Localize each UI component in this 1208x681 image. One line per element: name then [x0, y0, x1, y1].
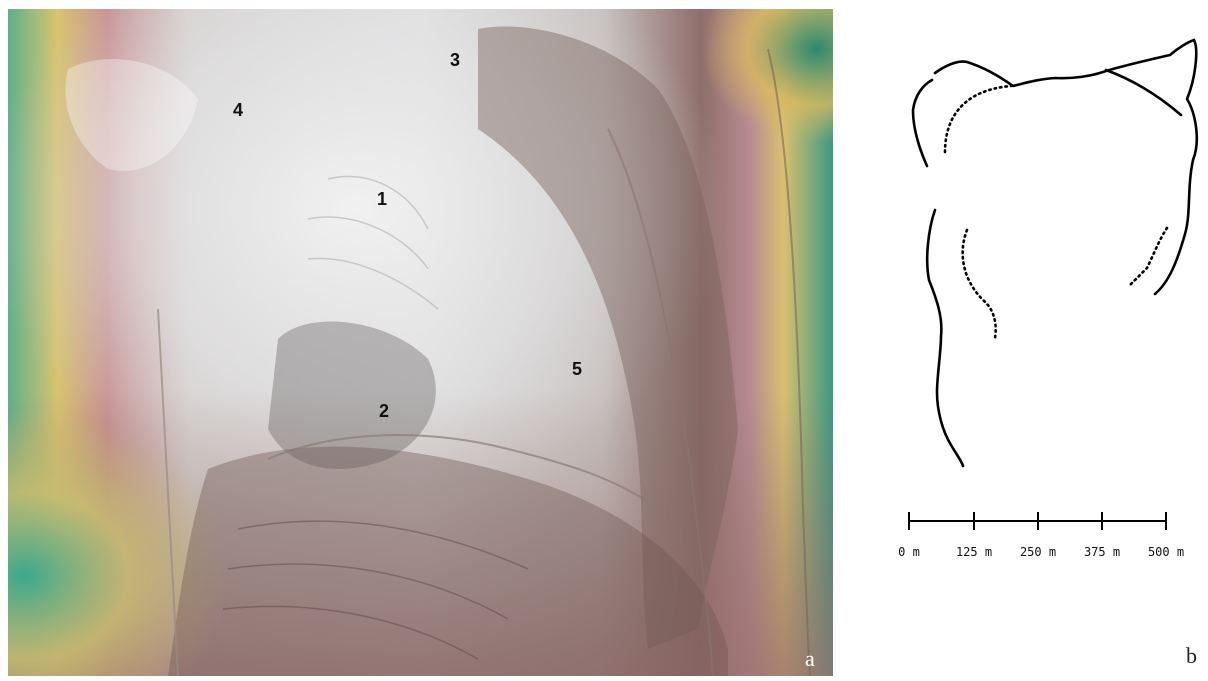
southern-terraces	[168, 446, 728, 676]
outline-west	[925, 208, 965, 468]
panel-b-letter: b	[1186, 643, 1197, 668]
dotted-line-east	[1127, 226, 1169, 288]
valley-road	[767, 48, 811, 676]
outline-ridge-spur	[1104, 68, 1183, 117]
outline-panel: 0 m 125 m 250 m 375 m 500 m b	[833, 0, 1208, 676]
southern-road	[267, 434, 659, 510]
scale-bar	[908, 512, 1167, 530]
western-road	[157, 308, 179, 676]
relief-map	[8, 9, 833, 676]
northeast-valley	[8, 9, 833, 676]
site-label-5: 5	[572, 359, 583, 379]
scale-label-375: 375 m	[1083, 545, 1121, 559]
panel-a-letter: a	[805, 646, 815, 671]
outline-north-east	[933, 38, 1199, 296]
summit-contours	[307, 175, 439, 310]
scale-label-125: 125 m	[955, 545, 993, 559]
relief-map-panel: 1 2 3 4 5 a	[8, 9, 833, 676]
outline-drawing	[908, 38, 1199, 530]
dotted-line-west	[961, 228, 997, 340]
site-label-4: 4	[233, 100, 244, 120]
terrace-lines	[222, 520, 529, 660]
scale-label-500: 500 m	[1147, 545, 1185, 559]
site-label-2: 2	[379, 401, 390, 421]
outline-northwest	[911, 78, 934, 168]
dotted-line-north	[943, 84, 1013, 154]
scale-label-0: 0 m	[898, 545, 920, 559]
eastern-road	[607, 128, 714, 676]
site-label-3: 3	[450, 50, 461, 70]
northwest-plateau	[65, 59, 198, 171]
scale-label-250: 250 m	[1019, 545, 1057, 559]
site-2-depression	[268, 321, 436, 469]
eastern-slope-shadow	[478, 26, 738, 649]
site-label-1: 1	[377, 189, 388, 209]
